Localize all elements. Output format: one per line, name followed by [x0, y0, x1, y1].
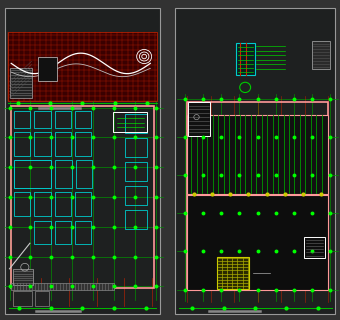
Bar	[10, 68, 32, 98]
Bar	[11, 283, 114, 290]
Bar	[75, 132, 91, 156]
Bar	[75, 221, 91, 244]
Bar	[5, 8, 160, 314]
Bar	[55, 221, 71, 244]
Bar	[188, 102, 210, 136]
Bar	[76, 160, 92, 188]
Bar	[125, 186, 147, 205]
Bar	[125, 138, 147, 157]
Bar	[14, 111, 30, 128]
Bar	[312, 41, 330, 69]
Bar	[217, 257, 250, 289]
Bar	[304, 237, 325, 258]
Bar	[55, 192, 71, 216]
Bar	[34, 111, 51, 128]
Bar	[113, 112, 147, 132]
Bar	[14, 192, 30, 216]
Bar	[8, 32, 157, 101]
Bar	[75, 111, 91, 128]
Bar	[55, 111, 71, 128]
Bar	[14, 132, 30, 156]
Bar	[34, 132, 51, 156]
Bar	[55, 132, 71, 156]
Bar	[125, 162, 147, 181]
Bar	[187, 195, 328, 290]
Bar	[11, 106, 154, 288]
Bar	[38, 57, 57, 81]
Bar	[187, 115, 328, 194]
Bar	[13, 269, 33, 285]
Bar	[13, 291, 32, 306]
Bar	[34, 221, 51, 244]
Bar	[175, 8, 335, 314]
Bar	[75, 192, 91, 216]
Bar	[187, 102, 328, 290]
Bar	[34, 192, 51, 216]
Bar	[125, 210, 147, 229]
Bar	[35, 291, 49, 306]
Bar	[236, 43, 255, 75]
Bar	[125, 114, 147, 133]
Bar	[55, 160, 72, 188]
Bar	[14, 160, 51, 188]
